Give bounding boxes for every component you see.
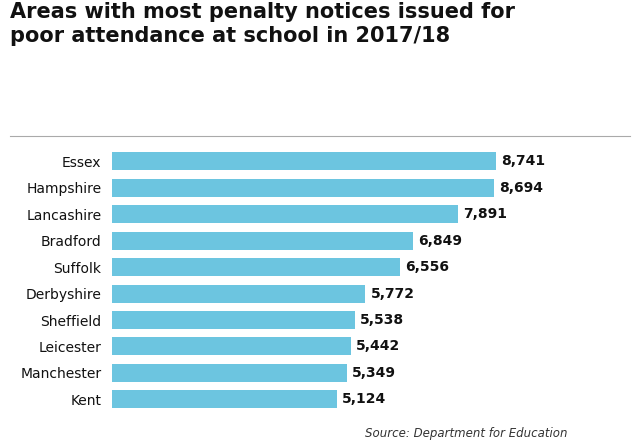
Text: 8,694: 8,694: [499, 181, 543, 195]
Bar: [112, 390, 337, 409]
Bar: [112, 285, 365, 303]
Bar: [112, 258, 400, 276]
Bar: [112, 205, 458, 223]
Text: 6,556: 6,556: [405, 260, 449, 274]
Text: 6,849: 6,849: [418, 234, 462, 248]
Text: 8,741: 8,741: [501, 154, 545, 168]
Text: 5,772: 5,772: [371, 287, 415, 300]
Text: 7,891: 7,891: [463, 207, 508, 221]
Text: Source: Department for Education: Source: Department for Education: [365, 427, 567, 440]
Text: 5,538: 5,538: [360, 313, 404, 327]
Text: 5,349: 5,349: [352, 366, 396, 380]
Text: 5,124: 5,124: [342, 392, 387, 406]
Bar: [112, 232, 413, 250]
Bar: [112, 337, 351, 356]
Text: Areas with most penalty notices issued for
poor attendance at school in 2017/18: Areas with most penalty notices issued f…: [10, 2, 515, 46]
Bar: [112, 311, 355, 329]
Text: 5,442: 5,442: [356, 340, 401, 353]
Bar: [112, 179, 493, 197]
Bar: [112, 152, 495, 170]
Bar: [112, 364, 347, 382]
Text: PA: PA: [592, 420, 615, 438]
